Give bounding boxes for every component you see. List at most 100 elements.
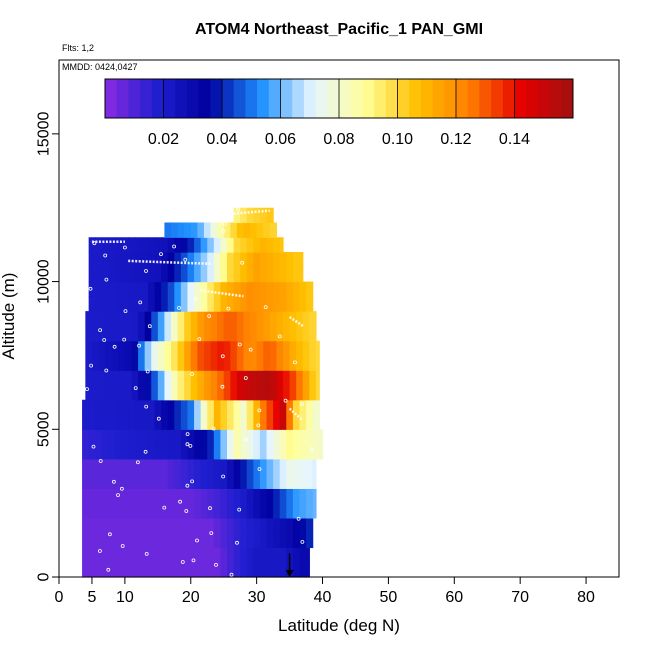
heatmap-cell bbox=[306, 562, 310, 578]
heatmap-cell bbox=[167, 547, 175, 563]
heatmap-cell bbox=[180, 562, 189, 578]
heatmap-cell bbox=[273, 488, 281, 504]
heatmap-cell bbox=[174, 458, 182, 475]
sample-point bbox=[91, 444, 96, 449]
heatmap-cell bbox=[203, 370, 212, 386]
heatmap-cell bbox=[161, 547, 169, 563]
heatmap-cell bbox=[177, 222, 185, 238]
heatmap-cell bbox=[273, 517, 281, 534]
heatmap-cell bbox=[118, 355, 126, 371]
heatmap-cell bbox=[111, 355, 119, 371]
heatmap-cell bbox=[194, 488, 202, 504]
colorbar-swatch bbox=[514, 79, 527, 118]
heatmap-cell bbox=[167, 399, 175, 416]
heatmap-cell bbox=[88, 517, 96, 534]
sample-point bbox=[104, 368, 109, 373]
heatmap-cell bbox=[286, 266, 294, 283]
heatmap-cell bbox=[174, 547, 182, 563]
heatmap-cell bbox=[174, 237, 182, 253]
x-tick-label: 20 bbox=[182, 589, 200, 606]
heatmap-cell bbox=[187, 503, 195, 519]
colorbar-swatch bbox=[526, 79, 539, 118]
heatmap-cell bbox=[134, 562, 142, 578]
sample-point bbox=[263, 305, 268, 310]
heatmap-cell bbox=[233, 281, 241, 297]
heatmap-cell bbox=[108, 517, 116, 534]
heatmap-cell bbox=[233, 266, 241, 283]
sample-point bbox=[207, 314, 212, 319]
heatmap-cell bbox=[312, 488, 317, 504]
heatmap-cell bbox=[233, 547, 241, 563]
sample-point bbox=[197, 337, 202, 342]
sample-point bbox=[236, 207, 241, 212]
heatmap-cell bbox=[147, 562, 156, 578]
heatmap-cell bbox=[236, 370, 245, 386]
heatmap-cell bbox=[180, 399, 189, 416]
heatmap-cell bbox=[256, 325, 264, 342]
heatmap-cell bbox=[220, 296, 228, 312]
heatmap-cell bbox=[187, 266, 195, 283]
heatmap-cell bbox=[230, 340, 238, 357]
heatmap-cell bbox=[240, 473, 248, 489]
heatmap-cell bbox=[256, 340, 264, 357]
heatmap-cell bbox=[105, 311, 113, 327]
heatmap-cell bbox=[306, 444, 314, 460]
heatmap-cell bbox=[115, 281, 123, 297]
heatmap-cell bbox=[253, 399, 261, 416]
heatmap-cell bbox=[210, 384, 218, 401]
heatmap-cell bbox=[266, 532, 274, 549]
heatmap-cell bbox=[279, 266, 287, 283]
heatmap-cell bbox=[177, 355, 185, 371]
heatmap-cell bbox=[144, 355, 152, 371]
heatmap-cell bbox=[157, 384, 166, 401]
heatmap-cell bbox=[220, 444, 228, 460]
heatmap-cell bbox=[253, 503, 261, 519]
heatmap-cell bbox=[134, 266, 142, 283]
heatmap-cell bbox=[167, 414, 175, 430]
heatmap-cell bbox=[246, 429, 254, 445]
heatmap-cell bbox=[210, 355, 218, 371]
heatmap-cell bbox=[220, 473, 228, 489]
heatmap-cell bbox=[246, 296, 254, 312]
colorbar-swatch bbox=[397, 79, 410, 118]
heatmap-cell bbox=[306, 547, 310, 563]
heatmap-cell bbox=[256, 311, 264, 327]
heatmap-cell bbox=[167, 503, 175, 519]
heatmap-cell bbox=[154, 517, 162, 534]
heatmap-cell bbox=[266, 488, 274, 504]
flight-track bbox=[288, 315, 304, 327]
heatmap-cell bbox=[131, 340, 139, 357]
heatmap-cell bbox=[134, 503, 142, 519]
heatmap-cell bbox=[259, 252, 268, 268]
heatmap-cell bbox=[101, 517, 110, 534]
colorbar: 0.02 0.04 0.06 0.08 0.10 0.12 0.14 bbox=[104, 78, 574, 148]
heatmap-cell bbox=[240, 429, 248, 445]
heatmap-cell bbox=[180, 473, 189, 489]
sample-point bbox=[116, 493, 120, 498]
x-tick-label: 0 bbox=[55, 589, 64, 606]
heatmap-cell bbox=[213, 562, 222, 578]
heatmap-cell bbox=[108, 266, 116, 283]
heatmap-cell bbox=[259, 532, 268, 549]
heatmap-cell bbox=[128, 429, 136, 445]
heatmap-cell bbox=[253, 517, 261, 534]
heatmap-cell bbox=[197, 370, 205, 386]
heatmap-cell bbox=[246, 488, 254, 504]
heatmap-cell bbox=[131, 311, 139, 327]
heatmap-cell bbox=[286, 458, 294, 475]
heatmap-cell bbox=[115, 252, 123, 268]
heatmap-cell bbox=[184, 384, 192, 401]
heatmap-cell bbox=[154, 562, 162, 578]
heatmap-cell bbox=[161, 281, 169, 297]
heatmap-cell bbox=[111, 325, 119, 342]
sample-point bbox=[299, 401, 304, 406]
heatmap-cell bbox=[213, 532, 222, 549]
heatmap-cell bbox=[82, 503, 90, 519]
heatmap-cell bbox=[279, 237, 284, 253]
heatmap-cell bbox=[115, 517, 123, 534]
heatmap-cell bbox=[190, 384, 198, 401]
heatmap-cell bbox=[138, 355, 146, 371]
heatmap-cell bbox=[227, 414, 235, 430]
heatmap-cell bbox=[128, 562, 136, 578]
heatmap-cell bbox=[194, 281, 202, 297]
